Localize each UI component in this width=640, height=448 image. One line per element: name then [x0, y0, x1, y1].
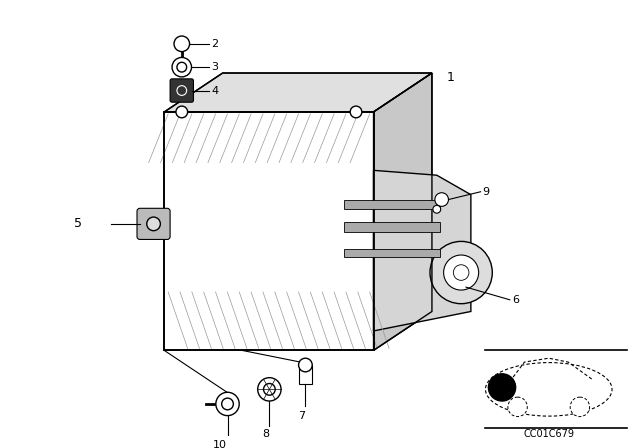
Text: 10: 10	[212, 440, 227, 448]
Polygon shape	[344, 249, 440, 257]
Circle shape	[430, 241, 492, 304]
Text: 8: 8	[262, 429, 269, 439]
FancyBboxPatch shape	[137, 208, 170, 239]
Circle shape	[488, 374, 516, 401]
FancyBboxPatch shape	[170, 79, 193, 102]
Polygon shape	[344, 222, 440, 232]
Circle shape	[350, 106, 362, 118]
Text: 6: 6	[512, 295, 519, 305]
Circle shape	[299, 358, 312, 372]
Ellipse shape	[486, 362, 612, 416]
Polygon shape	[344, 199, 440, 209]
Circle shape	[177, 62, 187, 72]
Text: 4: 4	[211, 86, 218, 95]
Text: CC01C679: CC01C679	[524, 429, 574, 439]
Circle shape	[570, 397, 589, 417]
Circle shape	[433, 205, 441, 213]
Polygon shape	[299, 365, 312, 384]
Text: 5: 5	[74, 217, 81, 230]
Text: 1: 1	[447, 71, 454, 84]
Text: 2: 2	[211, 39, 218, 49]
Circle shape	[444, 255, 479, 290]
Circle shape	[258, 378, 281, 401]
Circle shape	[435, 193, 449, 207]
Polygon shape	[374, 73, 432, 350]
Circle shape	[453, 265, 469, 280]
Text: 3: 3	[211, 62, 218, 72]
Circle shape	[172, 57, 191, 77]
Circle shape	[221, 398, 234, 410]
Text: 9: 9	[483, 187, 490, 197]
Circle shape	[508, 397, 527, 417]
Circle shape	[177, 86, 187, 95]
Text: 7: 7	[298, 411, 305, 421]
Circle shape	[176, 106, 188, 118]
Circle shape	[147, 217, 161, 231]
Polygon shape	[164, 112, 374, 350]
Circle shape	[174, 36, 189, 52]
Polygon shape	[164, 73, 432, 112]
Circle shape	[264, 383, 275, 395]
Circle shape	[216, 392, 239, 416]
Polygon shape	[374, 170, 471, 331]
